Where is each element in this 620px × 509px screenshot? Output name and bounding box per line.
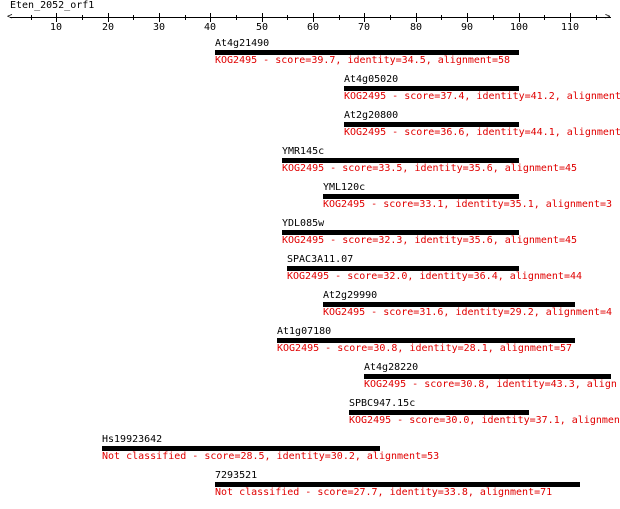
hit-name: At4g05020 <box>344 74 399 85</box>
hit-name: Hs19923642 <box>102 434 163 445</box>
ruler-tick-label: 110 <box>560 22 580 33</box>
hit-description: KOG2495 - score=36.6, identity=44.1, ali… <box>344 127 620 138</box>
ruler-right-arrow-icon: > <box>605 12 611 22</box>
ruler-tick-label: 100 <box>509 22 529 33</box>
ruler-left-arrow-icon: < <box>7 12 13 22</box>
ruler-tick-label: 70 <box>357 22 371 33</box>
hit-bar[interactable] <box>364 374 611 379</box>
ruler-tick <box>364 13 365 22</box>
hit-description: KOG2495 - score=33.1, identity=35.1, ali… <box>323 199 612 210</box>
ruler-tick <box>596 15 597 20</box>
ruler-tick <box>262 13 263 22</box>
hit-bar[interactable] <box>215 50 519 55</box>
ruler-tick-label: 10 <box>49 22 63 33</box>
hit-description: KOG2495 - score=30.8, identity=43.3, ali… <box>364 379 617 390</box>
ruler-axis <box>10 17 611 18</box>
hit-bar[interactable] <box>349 410 529 415</box>
ruler-tick-label: 40 <box>203 22 217 33</box>
hit-name: At4g21490 <box>215 38 270 49</box>
sequence-title: Eten_2052_orf1 <box>10 0 95 11</box>
ruler-tick <box>236 15 237 20</box>
hit-description: KOG2495 - score=33.5, identity=35.6, ali… <box>282 163 578 174</box>
hit-bar[interactable] <box>102 446 380 451</box>
hit-bar[interactable] <box>277 338 575 343</box>
hit-bar[interactable] <box>287 266 519 271</box>
ruler-tick <box>133 15 134 20</box>
ruler-tick <box>570 13 571 22</box>
ruler-tick <box>56 13 57 22</box>
ruler-tick-label: 50 <box>255 22 269 33</box>
ruler-tick <box>159 13 160 22</box>
ruler-tick <box>210 13 211 22</box>
hit-description: KOG2495 - score=39.7, identity=34.5, ali… <box>215 55 511 66</box>
ruler-tick <box>287 15 288 20</box>
hit-bar[interactable] <box>323 302 575 307</box>
hit-description: KOG2495 - score=31.6, identity=29.2, ali… <box>323 307 612 318</box>
hit-name: At1g07180 <box>277 326 332 337</box>
ruler-tick <box>416 13 417 22</box>
hit-bar[interactable] <box>282 158 519 163</box>
ruler-tick <box>313 13 314 22</box>
ruler-tick <box>493 15 494 20</box>
ruler-tick <box>339 15 340 20</box>
hit-bar[interactable] <box>282 230 519 235</box>
hit-name: YML120c <box>323 182 366 193</box>
ruler-tick <box>467 13 468 22</box>
hit-bar[interactable] <box>323 194 519 199</box>
hit-description: Not classified - score=27.7, identity=33… <box>215 487 553 498</box>
ruler-tick <box>82 15 83 20</box>
hit-name: At2g29990 <box>323 290 378 301</box>
ruler-tick-label: 20 <box>101 22 115 33</box>
hit-description: KOG2495 - score=32.0, identity=36.4, ali… <box>287 271 583 282</box>
ruler-tick-label: 90 <box>460 22 474 33</box>
hit-name: 7293521 <box>215 470 258 481</box>
hit-bar[interactable] <box>215 482 580 487</box>
ruler-tick <box>185 15 186 20</box>
hit-name: At2g20800 <box>344 110 399 121</box>
ruler-tick <box>441 15 442 20</box>
hit-name: YMR145c <box>282 146 325 157</box>
ruler-tick <box>108 13 109 22</box>
hit-description: KOG2495 - score=30.0, identity=37.1, ali… <box>349 415 620 426</box>
hit-name: SPBC947.15c <box>349 398 416 409</box>
hit-name: YDL085w <box>282 218 325 229</box>
ruler-tick-label: 30 <box>152 22 166 33</box>
ruler-tick <box>390 15 391 20</box>
ruler-tick-label: 60 <box>306 22 320 33</box>
ruler-tick <box>544 15 545 20</box>
hit-description: KOG2495 - score=30.8, identity=28.1, ali… <box>277 343 573 354</box>
ruler-tick <box>519 13 520 22</box>
hit-description: Not classified - score=28.5, identity=30… <box>102 451 440 462</box>
hit-name: SPAC3A11.07 <box>287 254 354 265</box>
hit-name: At4g28220 <box>364 362 419 373</box>
hit-description: KOG2495 - score=37.4, identity=41.2, ali… <box>344 91 620 102</box>
ruler-tick-label: 80 <box>409 22 423 33</box>
hit-description: KOG2495 - score=32.3, identity=35.6, ali… <box>282 235 578 246</box>
hit-bar[interactable] <box>344 122 519 127</box>
ruler-tick <box>31 15 32 20</box>
hit-bar[interactable] <box>344 86 519 91</box>
